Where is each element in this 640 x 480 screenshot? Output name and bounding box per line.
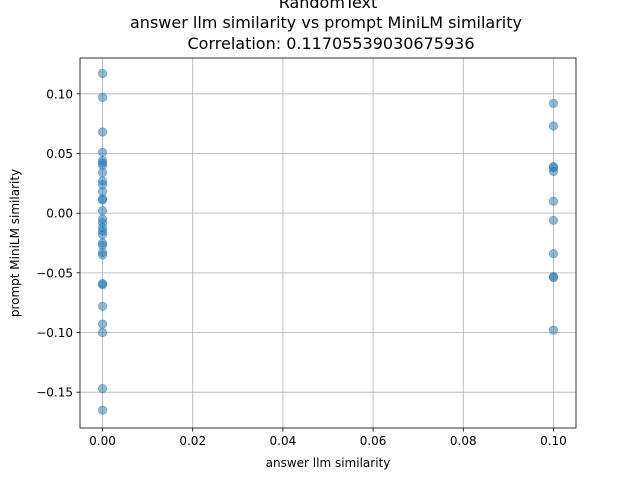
chart-title-line-2: answer llm similarity vs prompt MiniLM s…: [130, 13, 522, 32]
y-tick-label: 0.05: [46, 147, 73, 161]
data-point: [97, 405, 108, 415]
y-tick-label: −0.05: [36, 266, 73, 280]
x-axis: 0.00 0.02 0.04 0.06 0.08 0.10: [89, 428, 567, 448]
y-tick-label: −0.10: [36, 326, 73, 340]
x-tick-label: 0.00: [89, 434, 116, 448]
data-point: [97, 250, 108, 260]
data-point: [548, 196, 559, 206]
data-point: [97, 384, 108, 394]
data-point: [548, 249, 559, 259]
y-axis-label: prompt MiniLM similarity: [8, 169, 22, 317]
data-point: [97, 195, 108, 205]
data-point: [97, 319, 108, 329]
data-point: [97, 280, 108, 290]
chart-title-line-1: RandomText: [279, 0, 378, 12]
data-point: [97, 147, 108, 157]
chart-title-line-3: Correlation: 0.11705539030675936: [187, 34, 474, 53]
grid: [80, 58, 576, 428]
data-point: [548, 98, 559, 108]
y-axis: −0.15 −0.10 −0.05 0.00 0.05 0.10: [36, 87, 80, 400]
x-tick-label: 0.10: [540, 434, 567, 448]
data-point: [548, 273, 559, 283]
data-point: [97, 206, 108, 216]
data-point: [97, 167, 108, 178]
data-point: [97, 127, 108, 137]
data-point: [548, 166, 559, 176]
data-point: [548, 215, 559, 225]
data-point: [97, 327, 108, 338]
x-axis-label: answer llm similarity: [266, 456, 391, 470]
data-point: [97, 68, 108, 79]
data-point: [548, 325, 559, 335]
data-point: [97, 230, 108, 240]
x-tick-label: 0.08: [450, 434, 477, 448]
data-point: [97, 301, 108, 311]
plot-frame: [79, 57, 577, 429]
y-tick-label: −0.15: [36, 386, 73, 400]
data-point: [97, 92, 108, 102]
x-tick-label: 0.06: [360, 434, 387, 448]
x-tick-label: 0.02: [179, 434, 206, 448]
y-tick-label: 0.00: [46, 207, 73, 221]
data-point: [548, 121, 559, 131]
x-tick-label: 0.04: [270, 434, 297, 448]
data-points: [97, 68, 559, 415]
y-tick-label: 0.10: [46, 87, 73, 101]
